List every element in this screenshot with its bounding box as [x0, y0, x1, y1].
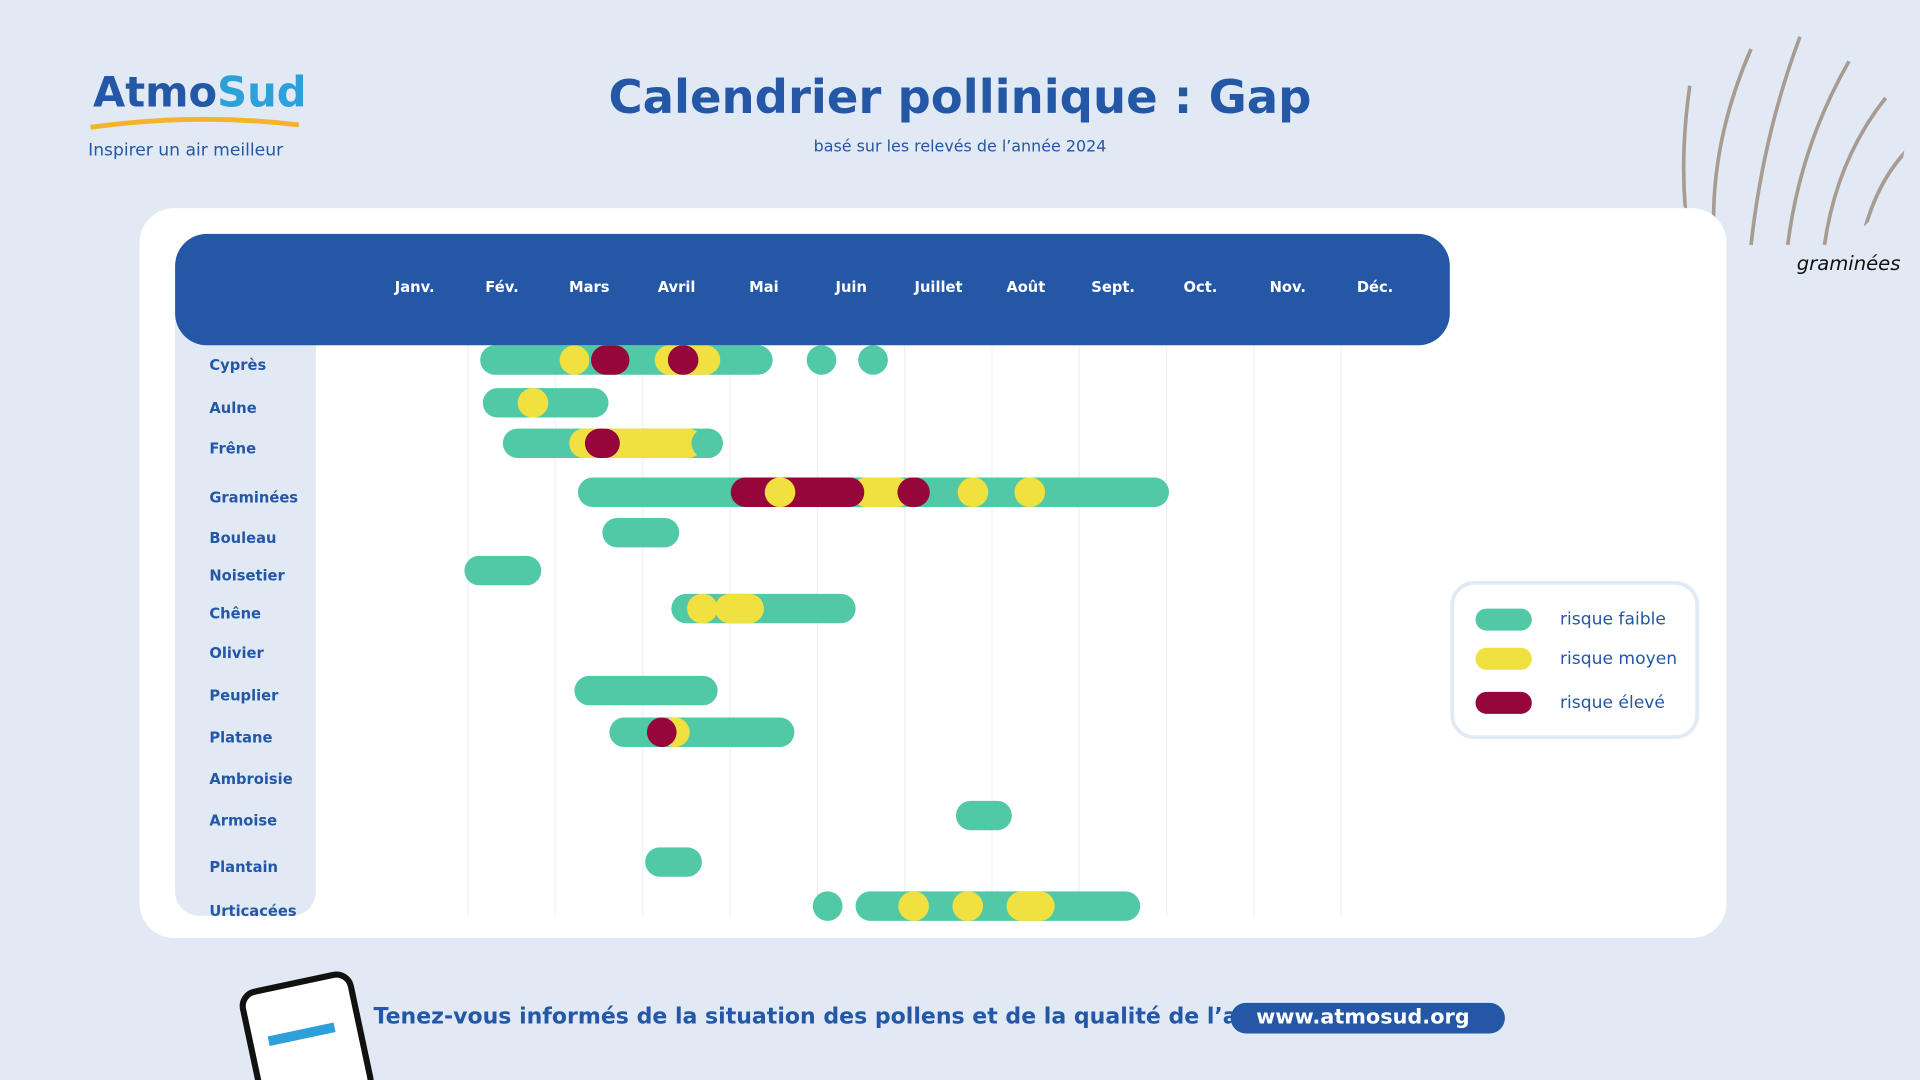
logo-part: Sud: [217, 68, 306, 117]
pollen-period: [646, 717, 677, 747]
legend-label: risque élevé: [1560, 693, 1665, 713]
pollen-period: [691, 428, 723, 458]
plant-name: Bouleau: [209, 530, 276, 547]
url-pill[interactable]: [1230, 1002, 1505, 1034]
legend-swatch: [1475, 647, 1532, 670]
pollen-period: [1014, 477, 1046, 507]
plant-name: Frêne: [209, 440, 256, 457]
pollen-period: [574, 675, 718, 706]
plant-name: Armoise: [209, 813, 277, 830]
pollen-period: [898, 891, 929, 921]
phone: [239, 971, 374, 1080]
plant-name: Cyprès: [209, 357, 266, 374]
plant-name: Noisetier: [209, 568, 285, 585]
pollen-period: [1006, 891, 1055, 921]
labels: Janv. Fév. Mars Avril Mai Juin Juillet Août Sept…: [209, 279, 1393, 920]
legend-swatch: [1475, 608, 1532, 631]
plant-name: Urticacées: [209, 903, 296, 920]
pollen-period: [715, 593, 764, 624]
legend-swatch: [1475, 691, 1532, 714]
pollen-period: [667, 345, 699, 375]
logo-tagline: Inspirer un air meilleur: [88, 141, 284, 161]
title: Calendrier pollinique : Gap: [609, 70, 1312, 124]
plant-name: Plantain: [209, 859, 278, 876]
legend-label: risque moyen: [1560, 649, 1677, 669]
pollen-period: [806, 345, 837, 375]
pollen-period: [645, 847, 702, 877]
pollen-period: [957, 477, 989, 507]
month-label: Juillet: [914, 279, 963, 296]
logo-swoosh: [90, 116, 300, 130]
month-label: Sept.: [1091, 279, 1135, 296]
image-caption: graminées: [1797, 252, 1901, 275]
month-label: Nov.: [1270, 279, 1306, 296]
month-label: Oct.: [1184, 279, 1218, 296]
pollen-period: [764, 477, 796, 507]
pollen-period: [952, 891, 984, 921]
bars: [464, 345, 1169, 921]
month-label: Juin: [834, 279, 866, 296]
pollen-period: [591, 345, 630, 375]
pollen-period: [858, 345, 888, 375]
subtitle: basé sur les relevés de l’année 2024: [814, 136, 1107, 155]
footer-text: Tenez-vous informés de la situation des …: [373, 1005, 1319, 1030]
month-header: [175, 233, 1450, 346]
pollen-period: [812, 891, 843, 921]
pollen-period: [464, 555, 542, 586]
footer-url[interactable]: www.atmosud.org: [1256, 1005, 1470, 1029]
pollen-period: [851, 477, 913, 507]
month-label: Mai: [749, 279, 779, 296]
logo: AtmoSud: [93, 68, 307, 117]
legend: risque faible risque moyen risque élevé: [1475, 608, 1677, 714]
month-label: Janv.: [394, 279, 435, 296]
plant-name: Graminées: [209, 489, 298, 506]
pollen-period: [687, 593, 718, 624]
legend-label: risque faible: [1560, 610, 1666, 630]
logo-part: Atmo: [93, 68, 217, 117]
month-label: Avril: [658, 279, 696, 296]
pollen-period: [584, 428, 620, 458]
plant-column: [175, 244, 316, 916]
pollen-period: [602, 517, 680, 548]
month-label: Déc.: [1357, 279, 1393, 296]
plant-name: Peuplier: [209, 688, 279, 705]
month-label: Août: [1006, 279, 1045, 296]
plant-name: Olivier: [209, 645, 264, 662]
plant-name: Ambroisie: [209, 771, 292, 788]
plant-name: Platane: [209, 729, 272, 746]
plant-name: Chêne: [209, 606, 261, 623]
plant-name: Aulne: [209, 400, 256, 417]
pollen-period: [897, 477, 930, 507]
pollen-period: [730, 477, 865, 507]
pollen-period: [955, 800, 1012, 831]
month-label: Fév.: [485, 279, 518, 296]
pollen-period: [855, 891, 1141, 921]
pollen-period: [609, 717, 795, 747]
month-label: Mars: [569, 279, 610, 296]
pollen-period: [517, 388, 549, 418]
pollen-period: [559, 345, 590, 375]
